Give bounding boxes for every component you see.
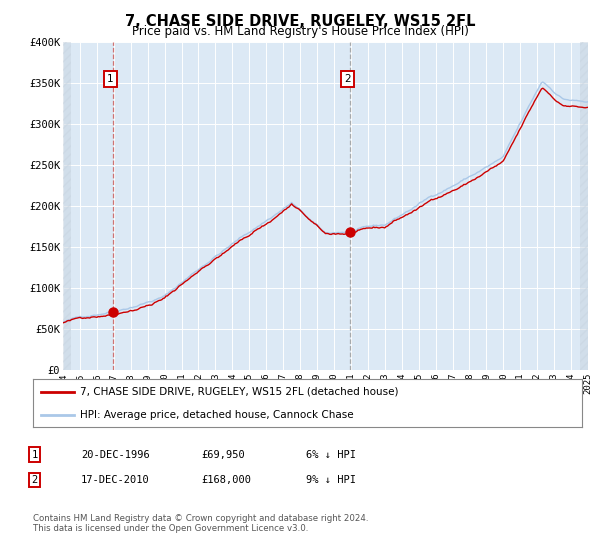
- Text: £69,950: £69,950: [201, 450, 245, 460]
- Text: £168,000: £168,000: [201, 475, 251, 485]
- Text: 9% ↓ HPI: 9% ↓ HPI: [306, 475, 356, 485]
- Text: HPI: Average price, detached house, Cannock Chase: HPI: Average price, detached house, Cann…: [80, 410, 353, 420]
- Text: 7, CHASE SIDE DRIVE, RUGELEY, WS15 2FL: 7, CHASE SIDE DRIVE, RUGELEY, WS15 2FL: [125, 14, 475, 29]
- Text: 1: 1: [32, 450, 38, 460]
- Bar: [580, 42, 588, 370]
- Text: Contains HM Land Registry data © Crown copyright and database right 2024.
This d: Contains HM Land Registry data © Crown c…: [33, 514, 368, 534]
- Text: 20-DEC-1996: 20-DEC-1996: [81, 450, 150, 460]
- Text: 2: 2: [32, 475, 38, 485]
- Text: Price paid vs. HM Land Registry's House Price Index (HPI): Price paid vs. HM Land Registry's House …: [131, 25, 469, 38]
- Text: 7, CHASE SIDE DRIVE, RUGELEY, WS15 2FL (detached house): 7, CHASE SIDE DRIVE, RUGELEY, WS15 2FL (…: [80, 387, 398, 397]
- Bar: [63, 42, 71, 370]
- Text: 2: 2: [344, 74, 351, 84]
- Text: 17-DEC-2010: 17-DEC-2010: [81, 475, 150, 485]
- Text: 1: 1: [107, 74, 114, 84]
- Text: 6% ↓ HPI: 6% ↓ HPI: [306, 450, 356, 460]
